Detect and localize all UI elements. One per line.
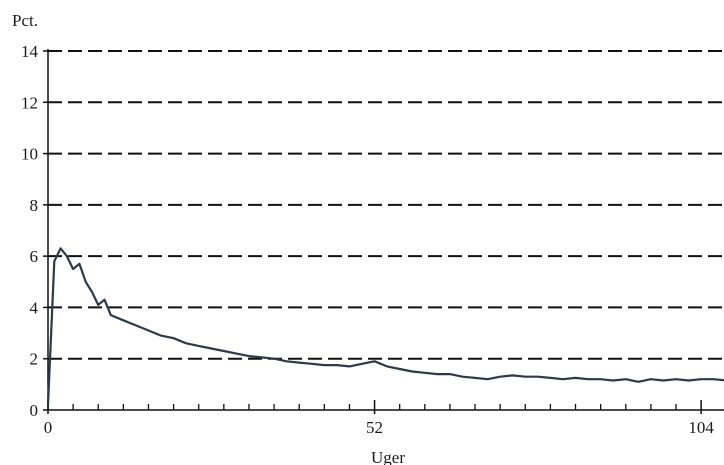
x-tick-label-0: 0 bbox=[44, 418, 53, 437]
x-tick-label-52: 52 bbox=[366, 418, 383, 437]
y-tick-label-0: 0 bbox=[30, 401, 39, 420]
axes bbox=[47, 49, 724, 411]
x-axis-ticks: 052104156208 bbox=[44, 400, 714, 437]
y-tick-label-14: 14 bbox=[21, 42, 39, 61]
y-tick-label-2: 2 bbox=[30, 350, 39, 369]
series-line-0 bbox=[46, 247, 724, 405]
y-tick-label-10: 10 bbox=[21, 145, 38, 164]
y-axis-title: Pct. bbox=[12, 11, 38, 30]
y-axis-ticks: 0 2 4 6 8 10 12 14 bbox=[21, 42, 48, 420]
y-tick-label-8: 8 bbox=[30, 196, 39, 215]
x-axis-title: Uger bbox=[371, 448, 405, 465]
series-group bbox=[46, 247, 724, 405]
x-tick-label-104: 104 bbox=[688, 418, 714, 437]
y-tick-label-6: 6 bbox=[30, 247, 39, 266]
gridlines bbox=[48, 50, 724, 360]
y-tick-label-12: 12 bbox=[21, 93, 38, 112]
y-tick-label-4: 4 bbox=[30, 298, 39, 317]
